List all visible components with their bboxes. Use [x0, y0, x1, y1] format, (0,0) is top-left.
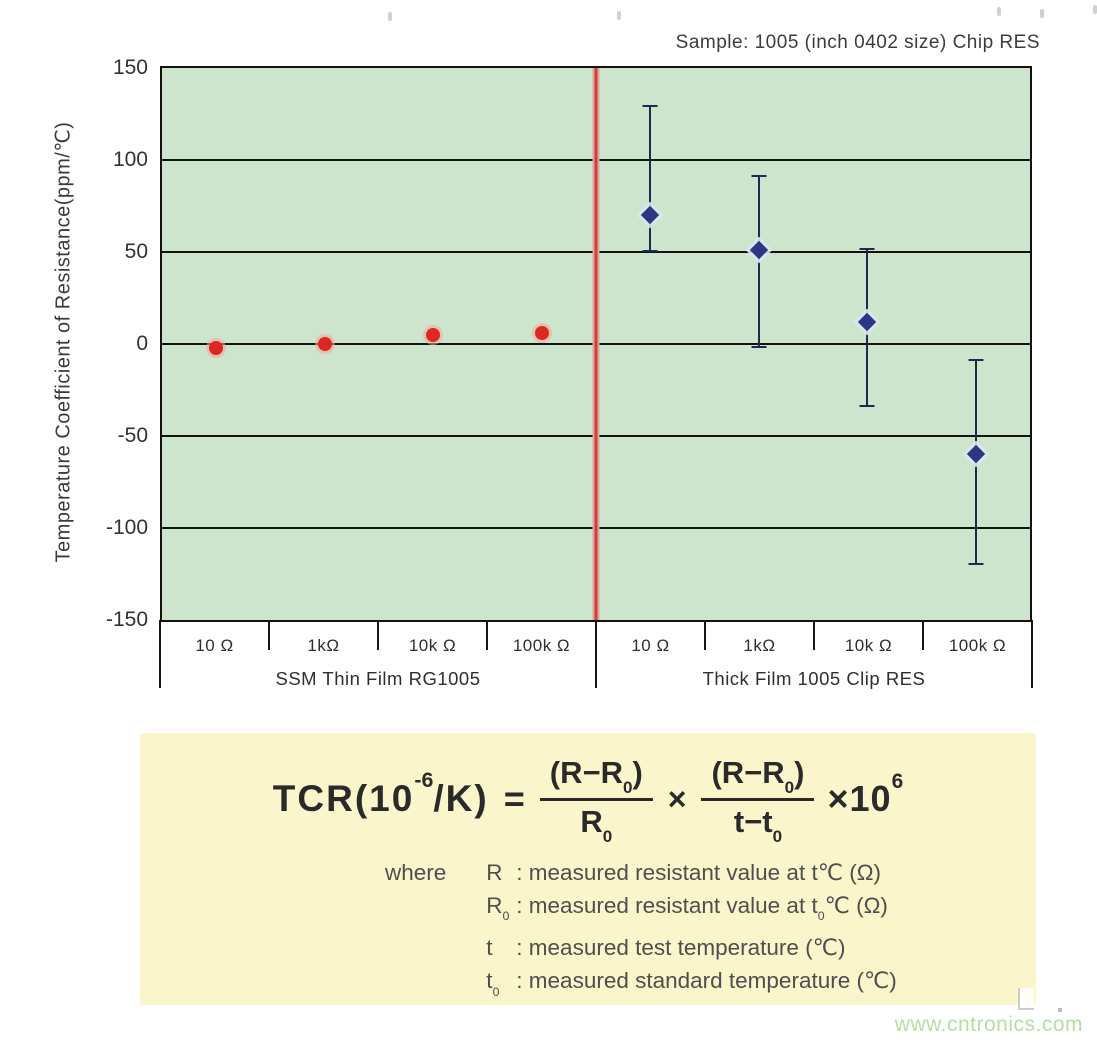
definition-desc: : measured resistant value at t℃ (Ω): [516, 859, 882, 885]
error-bar-cap-bottom: [751, 345, 767, 348]
definition-row: R0: measured resistant value at t0℃ (Ω): [486, 889, 896, 932]
group-label: SSM Thin Film RG1005: [275, 668, 481, 689]
y-tick-label: 100: [112, 148, 148, 171]
plot-area: [160, 66, 1032, 622]
where-block: where R : measured resistant value at t℃ …: [385, 856, 1036, 1007]
y-tick-label: 150: [112, 56, 148, 79]
fraction-1: (R−R0) R0: [539, 755, 653, 847]
top-artifact-mark: [617, 11, 621, 20]
x-tick: [159, 620, 161, 688]
category-label: 10k Ω: [844, 636, 893, 655]
fraction-2-denominator: t−t0: [733, 803, 783, 847]
category-label: 10k Ω: [408, 636, 457, 655]
definition-term: R0: [486, 892, 510, 924]
scale-factor: ×106: [827, 769, 904, 820]
definition-desc: : measured resistant value at t0℃ (Ω): [516, 892, 888, 924]
y-axis-title: Temperature Coefficient of Resistance(pp…: [52, 121, 75, 563]
y-tick-label: 50: [124, 240, 148, 263]
category-label: 10 Ω: [631, 636, 670, 655]
formula-box: TCR(10-6/K) = (R−R0) R0 × (R−R0) t−t0 ×1…: [140, 733, 1036, 1005]
equals-sign: =: [503, 778, 525, 820]
fraction-2-numerator: (R−R0): [701, 755, 815, 801]
multiply-sign: ×: [667, 780, 687, 817]
definitions-list: R: measured resistant value at t℃ (Ω) R0:…: [486, 856, 896, 1007]
where-label: where: [385, 859, 447, 885]
definition-desc: : measured standard temperature (℃): [516, 968, 897, 994]
error-bar: [642, 104, 658, 252]
circle-marker: [534, 325, 549, 340]
error-bar-cap-top: [968, 358, 984, 361]
sample-label: Sample: 1005 (inch 0402 size) Chip RES: [675, 32, 1040, 53]
definition-row: t : measured test temperature (℃): [486, 931, 896, 964]
circle-marker: [426, 327, 441, 342]
diamond-marker: [966, 445, 985, 464]
error-bar-cap-bottom: [642, 249, 658, 252]
formula-lhs: TCR(10-6/K): [272, 768, 489, 820]
error-bar-cap-top: [751, 174, 767, 177]
corner-artifact-dot: [1058, 1008, 1062, 1012]
error-bar: [751, 174, 767, 348]
top-artifact-mark: [388, 12, 392, 21]
x-tick: [486, 620, 488, 650]
x-tick: [377, 620, 379, 650]
y-tick-label: -150: [105, 608, 148, 631]
error-bar-cap-bottom: [859, 404, 875, 407]
fraction-2: (R−R0) t−t0: [701, 755, 815, 847]
x-tick: [922, 620, 924, 650]
tcr-formula: TCR(10-6/K) = (R−R0) R0 × (R−R0) t−t0 ×1…: [140, 733, 1036, 847]
y-tick-label: -100: [105, 516, 148, 539]
x-tick: [595, 620, 597, 688]
category-label: 10 Ω: [195, 636, 234, 655]
fraction-1-numerator: (R−R0): [539, 755, 653, 801]
diamond-marker: [641, 205, 660, 225]
watermark: www.cntronics.com: [894, 1013, 1083, 1036]
definition-row: t0 : measured standard temperature (℃): [486, 964, 896, 1007]
category-label: 100k Ω: [512, 636, 571, 655]
diamond-marker: [858, 312, 877, 332]
circle-marker: [317, 337, 332, 351]
top-artifact-mark: [1040, 9, 1044, 18]
top-artifact-mark: [1093, 5, 1097, 14]
definition-desc: : measured test temperature (℃): [516, 935, 846, 961]
y-tick-label: -50: [117, 424, 148, 447]
error-bar-cap-top: [642, 104, 658, 107]
x-tick: [704, 620, 706, 650]
x-tick: [1031, 620, 1033, 688]
x-axis: 10 Ω 1kΩ 10k Ω 100k Ω 10 Ω 1kΩ 10k Ω 100k Ω SSM …: [159, 620, 1033, 700]
category-label: 1kΩ: [307, 636, 340, 655]
y-tick-label: 0: [136, 332, 148, 355]
category-label: 1kΩ: [743, 636, 776, 655]
category-label: 100k Ω: [948, 636, 1007, 655]
fraction-1-denominator: R0: [580, 803, 613, 847]
group-label: Thick Film 1005 Clip RES: [702, 668, 926, 689]
x-tick: [813, 620, 815, 650]
definition-term: t: [486, 935, 493, 961]
group-divider-line: [592, 68, 600, 620]
definition-term: t0: [486, 968, 500, 999]
diamond-marker: [749, 240, 768, 260]
circle-marker: [209, 340, 224, 355]
top-artifact-mark: [997, 7, 1001, 16]
definition-row: R : measured resistant value at t℃ (Ω): [486, 856, 896, 889]
corner-artifact: [1018, 988, 1034, 1010]
error-bar-cap-bottom: [968, 562, 984, 565]
x-tick: [268, 620, 270, 650]
error-bar-cap-top: [859, 248, 875, 251]
definition-term: R: [486, 859, 503, 885]
